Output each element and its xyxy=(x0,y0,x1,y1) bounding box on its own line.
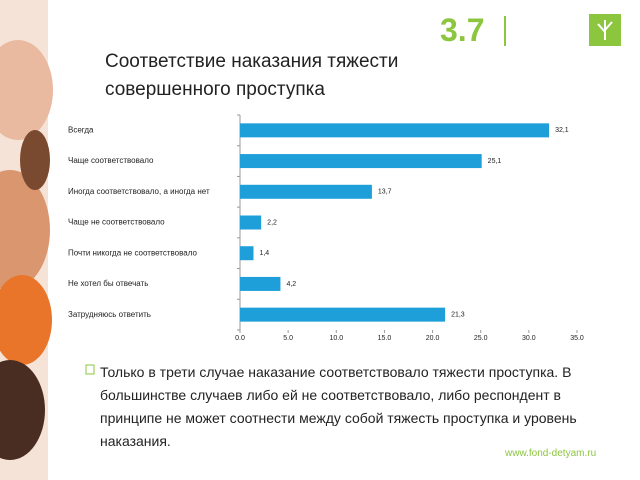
x-tick-label: 30.0 xyxy=(522,335,536,342)
value-label: 25,1 xyxy=(488,158,502,165)
bar xyxy=(240,276,281,291)
y-tick-label: Не хотел бы отвечать xyxy=(68,279,148,288)
y-tick-label: Затрудняюсь ответить xyxy=(68,310,151,319)
website: www.fond-detyam.ru xyxy=(505,448,597,459)
bullet xyxy=(85,364,95,375)
note: Только в трети случае наказание соответс… xyxy=(100,364,577,449)
bar xyxy=(240,307,446,322)
value-label: 13,7 xyxy=(378,189,392,196)
x-tick-label: 10.0 xyxy=(329,335,343,342)
chart-title: Соответствие наказания тяжести совершенн… xyxy=(105,51,399,100)
y-tick-label: Чаще соответствовало xyxy=(68,156,154,165)
y-tick-label: Иногда соответствовало, а иногда нет xyxy=(68,187,210,196)
bar xyxy=(240,184,372,199)
value-label: 2,2 xyxy=(267,219,277,226)
x-tick-label: 0.0 xyxy=(235,335,245,342)
y-tick-label: Всегда xyxy=(68,125,94,134)
value-label: 1,4 xyxy=(259,250,269,257)
value-label: 32,1 xyxy=(555,127,569,134)
section-number: 3.7 xyxy=(440,12,485,48)
value-label: 4,2 xyxy=(286,281,296,288)
x-tick-label: 5.0 xyxy=(283,335,293,342)
logo-tree xyxy=(597,20,613,40)
photo-decoration xyxy=(0,0,53,480)
x-tick-label: 35.0 xyxy=(570,335,584,342)
x-tick-label: 25.0 xyxy=(474,335,488,342)
x-tick-label: 15.0 xyxy=(378,335,392,342)
y-tick-label: Почти никогда не соответствовало xyxy=(68,248,197,257)
bar xyxy=(240,246,254,261)
bar xyxy=(240,154,482,169)
y-tick-label: Чаще не соответствовало xyxy=(68,218,165,227)
value-label: 21,3 xyxy=(451,311,465,318)
bar xyxy=(240,123,550,138)
x-tick-label: 20.0 xyxy=(426,335,440,342)
bar xyxy=(240,215,262,230)
